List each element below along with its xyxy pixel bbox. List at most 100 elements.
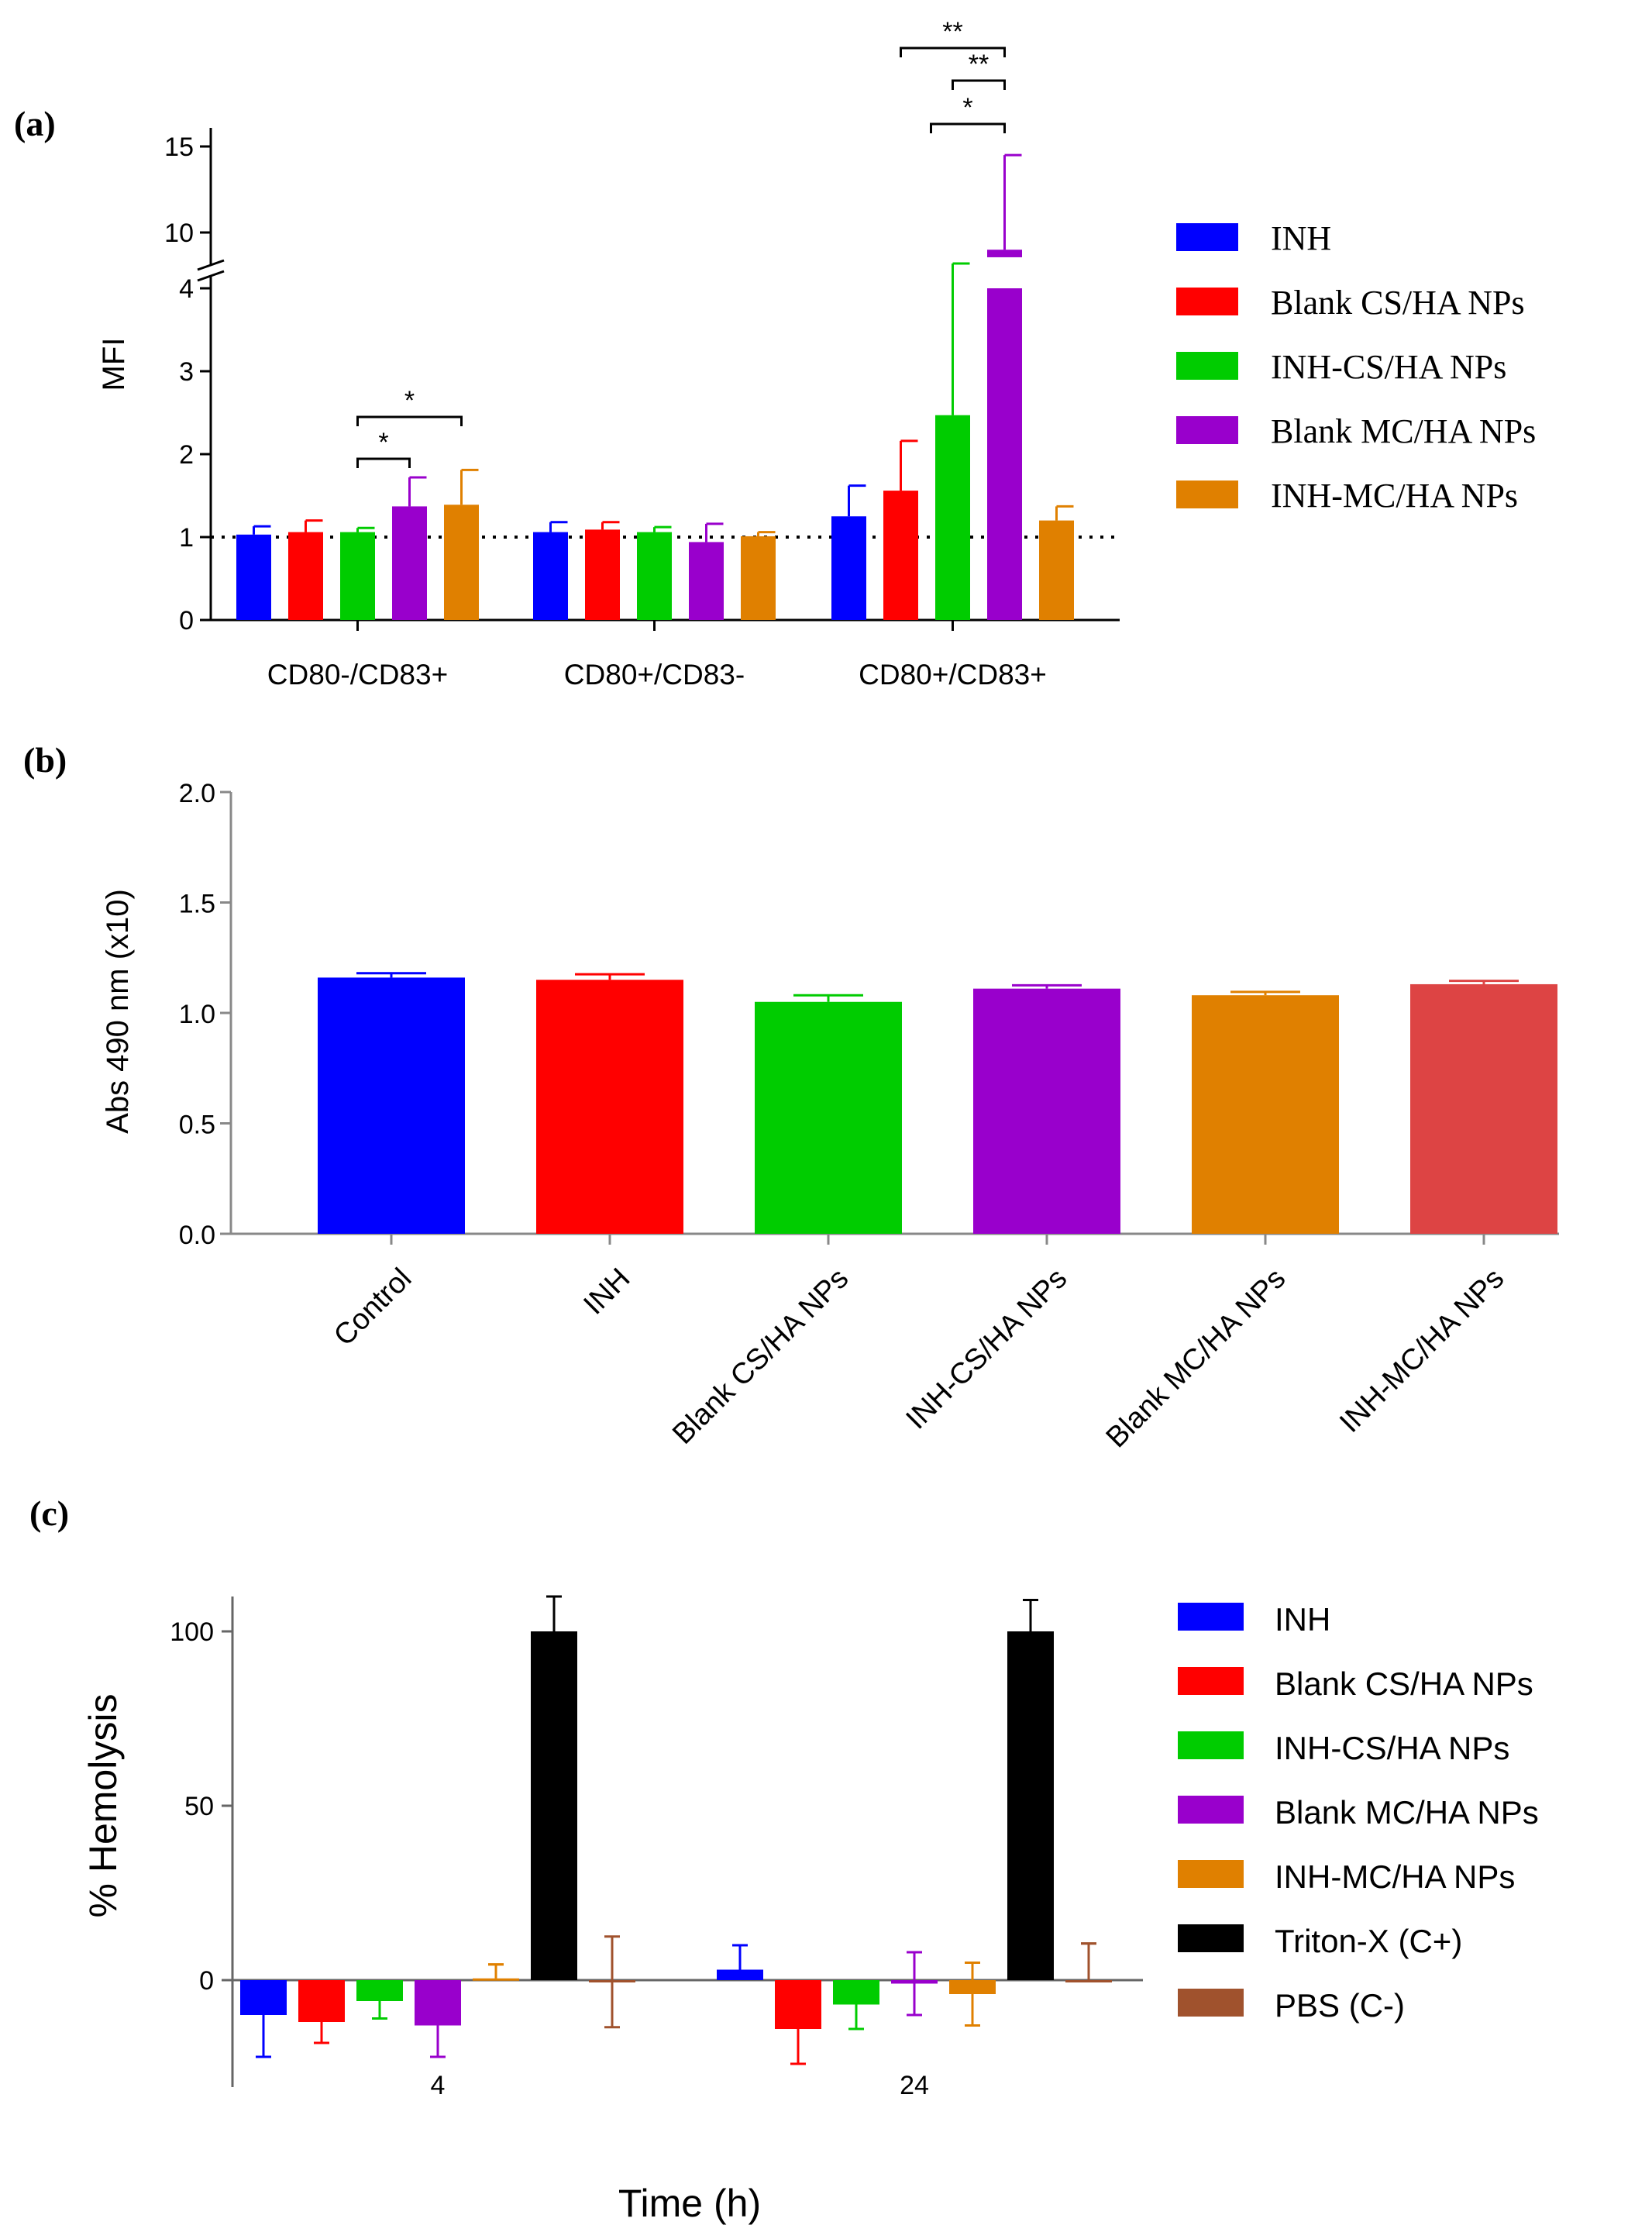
y-tick-label: 0.5: [179, 1111, 215, 1140]
y-axis-title: % Hemolysis: [81, 1694, 125, 1918]
bar: [236, 534, 271, 620]
bar: [831, 516, 866, 620]
significance-label: *: [404, 386, 415, 415]
bar: [356, 1980, 403, 2001]
x-tick-label: CD80+/CD83+: [859, 659, 1047, 691]
bar: [775, 1980, 821, 2029]
y-tick-label: 0: [179, 606, 194, 636]
legend-swatch: [1176, 416, 1238, 444]
bar: [987, 288, 1022, 620]
bar: [717, 1969, 763, 1980]
panel-label-a: (a): [14, 104, 56, 143]
chart-b: 0.0 0.5 1.0 1.5 2.0 Abs 490 nm (x10) Control IN…: [101, 779, 1559, 1454]
legend-label: PBS (C-): [1275, 1987, 1405, 2024]
x-tick-label: INH-CS/HA NPs: [900, 1262, 1074, 1436]
x-tick-label: Control: [328, 1262, 418, 1352]
legend-label: Blank MC/HA NPs: [1271, 412, 1536, 450]
y-axis-title: Abs 490 nm (x10): [101, 889, 135, 1134]
y-tick-label: 1.0: [179, 1000, 215, 1029]
significance-bracket: [900, 46, 1006, 57]
x-tick-label: 4: [431, 2071, 446, 2100]
legend-swatch: [1176, 223, 1238, 251]
y-axis-title: MFI: [97, 338, 131, 391]
panel-label-c: (c): [29, 1493, 69, 1533]
legend-label: INH: [1271, 219, 1331, 257]
bar-upper: [987, 250, 1022, 257]
bar: [689, 542, 724, 620]
significance-bracket: [356, 457, 411, 468]
legend-label: Blank CS/HA NPs: [1275, 1665, 1533, 1702]
legend-label: INH-MC/HA NPs: [1271, 477, 1518, 515]
legend-label: Triton-X (C+): [1275, 1923, 1462, 1959]
significance-label: *: [378, 428, 388, 457]
y-tick-label: 15: [164, 133, 194, 162]
legend-swatch: [1178, 1989, 1244, 2017]
legend-label: INH: [1275, 1601, 1330, 1638]
bar: [1007, 1631, 1054, 1980]
bar: [833, 1980, 879, 2005]
chart-a: 0 1 2 3 4 10 15 MFI CD80-/CD83+ CD80+/CD83- CD80+/…: [97, 17, 1536, 691]
bar: [1039, 520, 1074, 620]
bar: [973, 988, 1120, 1234]
bar: [240, 1980, 287, 2015]
significance-label: **: [969, 50, 989, 79]
bar: [392, 506, 427, 620]
significance-label: **: [942, 17, 962, 46]
bar: [531, 1631, 577, 1980]
bar: [935, 415, 970, 620]
y-tick-label: 1.5: [179, 890, 215, 919]
bar: [536, 980, 683, 1234]
y-tick-label: 1: [179, 523, 194, 553]
bar: [1410, 983, 1557, 1234]
legend-label: INH-CS/HA NPs: [1275, 1730, 1509, 1766]
significance-bracket: [930, 122, 1006, 133]
x-tick-label: 24: [900, 2071, 929, 2100]
legend-swatch: [1178, 1731, 1244, 1759]
legend-swatch: [1178, 1860, 1244, 1888]
bar: [444, 505, 479, 620]
bar: [1192, 995, 1339, 1234]
bar: [883, 491, 918, 620]
significance-bracket: [952, 79, 1006, 90]
bar: [298, 1980, 345, 2022]
bar: [340, 532, 375, 620]
y-tick-label: 0: [199, 1966, 214, 1996]
y-tick-label: 10: [164, 219, 194, 248]
bar: [755, 1001, 902, 1234]
bar: [318, 977, 465, 1234]
bar: [533, 532, 568, 620]
legend-label: Blank CS/HA NPs: [1271, 284, 1525, 322]
bar: [1065, 1980, 1112, 1982]
y-tick-label: 2.0: [179, 779, 215, 808]
bar: [288, 532, 323, 620]
x-tick-label: CD80+/CD83-: [564, 659, 745, 691]
y-tick-label: 2: [179, 440, 194, 470]
legend-swatch: [1176, 352, 1238, 380]
x-tick-label: CD80-/CD83+: [267, 659, 448, 691]
legend-swatch: [1178, 1796, 1244, 1824]
legend-label: INH-MC/HA NPs: [1275, 1858, 1515, 1895]
y-tick-label: 50: [184, 1792, 214, 1821]
bar: [473, 1978, 519, 1981]
bar: [637, 532, 672, 620]
significance-bracket: [356, 415, 463, 426]
axis-break-mark: [197, 270, 225, 282]
y-tick-label: 3: [179, 357, 194, 387]
x-tick-label: Blank MC/HA NPs: [1100, 1262, 1292, 1455]
significance-label: *: [962, 93, 972, 122]
bar: [741, 536, 776, 620]
y-tick-label: 0.0: [179, 1221, 215, 1250]
legend-label: Blank MC/HA NPs: [1275, 1794, 1539, 1831]
x-tick-label: INH-MC/HA NPs: [1334, 1262, 1510, 1439]
x-axis-title: Time (h): [618, 2182, 761, 2225]
bar: [585, 529, 620, 620]
axis-break-mark: [197, 259, 225, 271]
legend-label: INH-CS/HA NPs: [1271, 348, 1506, 386]
chart-c: 0 50 100 % Hemolysis Time (h) 4 24 INH Blank CS/…: [81, 1595, 1539, 2225]
y-tick-label: 4: [179, 274, 194, 304]
y-tick-label: 100: [170, 1617, 214, 1647]
x-tick-label: INH: [577, 1262, 636, 1321]
panel-label-b: (b): [23, 740, 67, 780]
legend-swatch: [1178, 1924, 1244, 1952]
